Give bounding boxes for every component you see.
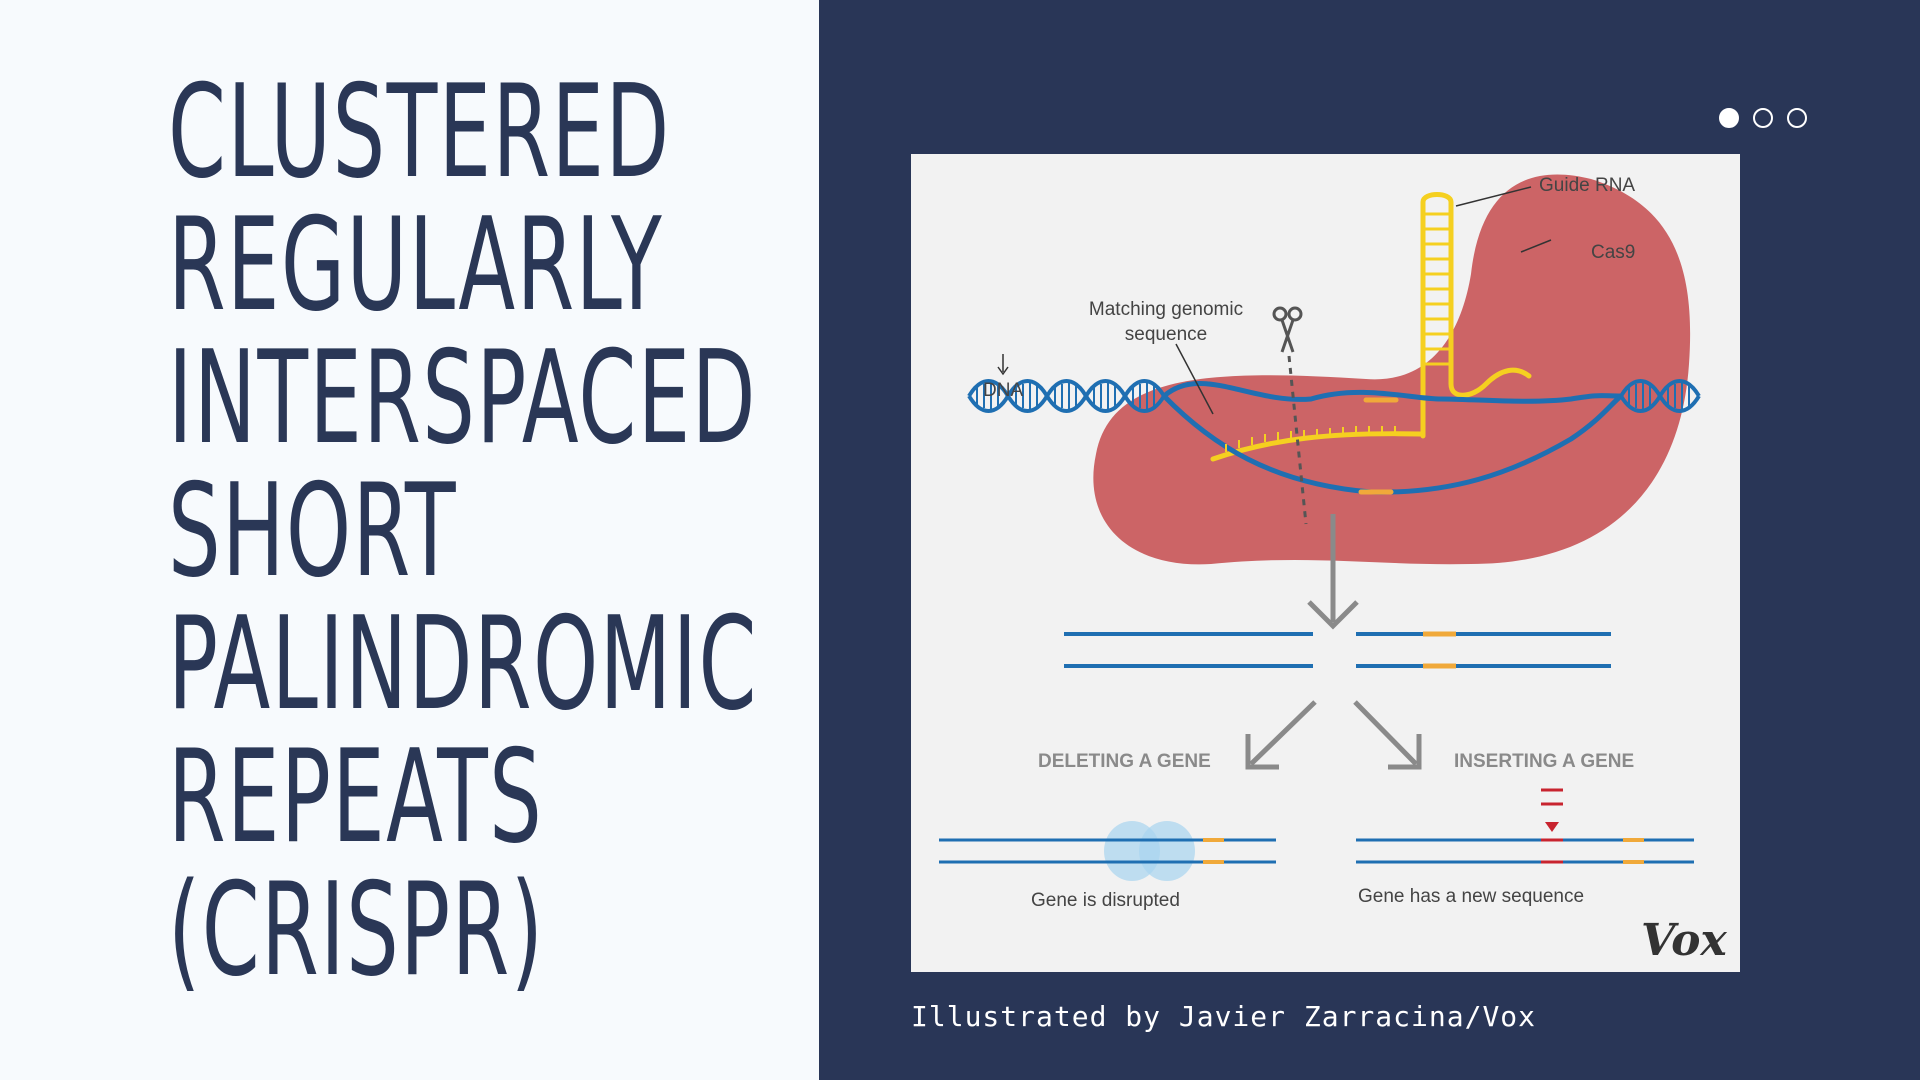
image-caption: Illustrated by Javier Zarracina/Vox — [911, 1000, 1537, 1033]
label-new-sequence: Gene has a new sequence — [1358, 886, 1584, 907]
branch-arrows — [1245, 700, 1422, 770]
label-cas9: Cas9 — [1591, 242, 1635, 263]
carousel-dot-2[interactable] — [1753, 108, 1773, 128]
title-line: SHORT — [168, 457, 457, 606]
title-line: (CRISPR) — [168, 856, 545, 1005]
crispr-diagram: Guide RNA Cas9 Matching genomic sequence… — [939, 174, 1727, 966]
carousel-dot-1[interactable] — [1719, 108, 1739, 128]
cas9-protein — [1093, 174, 1691, 565]
dna-helix-left — [967, 379, 1166, 413]
label-disrupted: Gene is disrupted — [1031, 890, 1180, 911]
deleted-gene-accent — [1203, 838, 1224, 864]
scissors-icon — [1272, 306, 1303, 353]
title-line: PALINDROMIC — [168, 590, 758, 739]
inserted-gene-dna — [1356, 838, 1694, 864]
title-line: REPEATS — [168, 723, 544, 872]
left-panel: CLUSTERED REGULARLY INTERSPACED SHORT PA… — [0, 0, 819, 1080]
label-inserting: INSERTING A GENE — [1454, 751, 1634, 772]
title-line: INTERSPACED — [168, 324, 757, 473]
disruption-highlight — [1139, 821, 1195, 881]
title-line: REGULARLY — [168, 191, 664, 340]
label-matching-2: sequence — [1125, 324, 1207, 345]
label-matching-1: Matching genomic — [1089, 299, 1243, 320]
cut-dna-right — [1356, 632, 1611, 668]
label-arrows — [997, 186, 1552, 415]
insert-arrow-icon — [1545, 822, 1559, 832]
guide-rna-rungs — [1423, 212, 1451, 366]
cut-line — [1287, 355, 1308, 525]
title-line: CLUSTERED — [168, 58, 671, 207]
dna-helix-right — [1619, 379, 1701, 413]
dna-open-strands — [1161, 380, 1624, 495]
page-title: CLUSTERED REGULARLY INTERSPACED SHORT PA… — [168, 66, 758, 997]
vox-logo: Vox — [1641, 915, 1727, 966]
crispr-illustration: Guide RNA Cas9 Matching genomic sequence… — [911, 154, 1740, 972]
insert-sequence — [1541, 788, 1563, 864]
cut-dna-right-accent — [1423, 631, 1456, 669]
dna-helix-left-rungs — [976, 383, 1155, 409]
label-dna: DNA — [983, 380, 1023, 401]
cut-dna-left — [1064, 632, 1313, 668]
carousel-dot-3[interactable] — [1787, 108, 1807, 128]
down-arrow-icon — [1307, 514, 1359, 630]
dna-open-strand-ticks — [1225, 426, 1396, 452]
carousel-dots — [1719, 108, 1807, 128]
label-deleting: DELETING A GENE — [1038, 751, 1211, 772]
dna-helix-right-rungs — [1628, 383, 1690, 409]
inserted-gene-accent — [1623, 838, 1644, 864]
label-guide-rna: Guide RNA — [1539, 175, 1635, 196]
